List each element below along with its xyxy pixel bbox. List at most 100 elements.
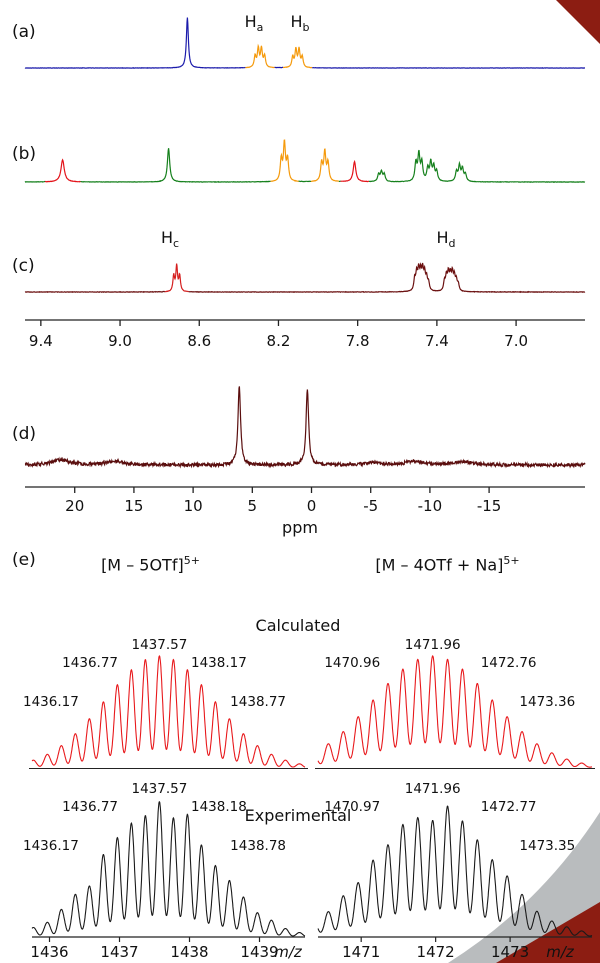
mass-spectrum-trace	[31, 801, 306, 937]
spectrum-trace	[270, 139, 299, 182]
ms-peak-label: 1471.96	[405, 637, 461, 653]
axis-tick-label: -10	[418, 497, 443, 515]
axis-tick-label: 0	[307, 497, 317, 515]
proton-label-hc-base: H	[160, 228, 173, 247]
ms-title-right-text: [M – 4OTf + Na]	[375, 555, 504, 575]
mz-axis-title: m/z	[274, 943, 303, 961]
ms-peak-label: 1437.57	[131, 637, 187, 653]
nmr-axis-d: 20 15 10 5 0 -5 -10 -15 ppm	[25, 486, 585, 537]
panel-label-a: (a)	[12, 22, 36, 42]
ms-peak-label: 1436.77	[62, 655, 118, 671]
ms-calculated-left: 1437.57 1436.77 1438.17 1436.17 1438.77	[23, 637, 308, 769]
panel-label-b: (b)	[12, 144, 37, 164]
ms-peak-label: 1472.76	[481, 655, 537, 671]
nmr-spectrum-a	[24, 17, 585, 69]
ms-peak-label: 1473.35	[519, 838, 575, 854]
ms-axis-tick-label: 1438	[170, 943, 208, 961]
panel-label-c: (c)	[12, 256, 35, 276]
nmr-spectrum-d	[24, 386, 586, 469]
ms-title-right-charge: 5+	[503, 554, 520, 567]
experimental-label: Experimental	[244, 806, 352, 825]
panel-label-e: (e)	[12, 550, 36, 570]
ms-peak-label: 1438.17	[191, 655, 247, 671]
axis-tick-label: 9.4	[29, 332, 53, 350]
panel-label-d: (d)	[12, 424, 37, 444]
ms-peak-label: 1473.36	[519, 694, 575, 710]
spectrum-trace	[80, 148, 271, 183]
spectrum-trace	[298, 180, 312, 183]
nmr-spectrum-c	[24, 262, 586, 294]
ms-title-left: [M – 5OTf]5+	[58, 554, 243, 574]
axis-tick-label: 5	[248, 497, 258, 515]
ms-title-right: [M – 4OTf + Na]5+	[345, 554, 550, 574]
spectrum-trace	[164, 263, 189, 293]
axis-tick-label: 20	[65, 497, 84, 515]
nmr-spectrum-b	[24, 139, 586, 183]
axis-tick-label: 15	[124, 497, 143, 515]
ms-peak-label: 1438.18	[191, 799, 247, 815]
proton-label-hd: Hd	[426, 228, 466, 250]
axis-tick-label: 8.2	[267, 332, 291, 350]
axis-tick-label: 9.0	[108, 332, 132, 350]
ms-experimental-right: 1471.96 1470.97 1472.77 1473.35	[317, 781, 593, 937]
ms-peak-label: 1436.17	[23, 838, 79, 854]
ms-peak-label: 1436.17	[23, 694, 79, 710]
ms-peak-label: 1438.77	[230, 694, 286, 710]
ms-axis-tick-label: 1437	[100, 943, 138, 961]
spectrum-trace	[188, 262, 586, 294]
proton-label-hb-sub: b	[302, 21, 310, 35]
proton-label-hd-base: H	[436, 228, 449, 247]
proton-label-hb: Hb	[280, 12, 320, 34]
spectrum-trace	[24, 290, 166, 294]
axis-tick-label: 7.4	[425, 332, 449, 350]
ms-axis-tick-label: 1439	[240, 943, 278, 961]
nmr-axis-abc: 9.4 9.0 8.6 8.2 7.8 7.4 7.0	[25, 319, 585, 350]
axis-tick-label: 10	[184, 497, 203, 515]
spectrum-trace	[312, 66, 585, 69]
ms-calculated-right: 1471.96 1470.96 1472.76 1473.36	[315, 637, 595, 769]
mass-spectrum-trace	[317, 655, 593, 768]
proton-label-hc: Hc	[150, 228, 190, 250]
ms-peak-label: 1470.96	[324, 655, 380, 671]
proton-label-hc-sub: c	[172, 237, 180, 251]
spectrum-trace	[282, 46, 313, 69]
ms-title-left-text: [M – 5OTf]	[101, 555, 184, 575]
spectrum-trace	[24, 17, 246, 69]
ms-axis-tick-label: 1436	[30, 943, 68, 961]
ms-axis-right: 1471 1472 1473 m/z	[318, 936, 592, 961]
axis-tick-label: -5	[363, 497, 378, 515]
ms-axis-tick-label: 1471	[342, 943, 380, 961]
ms-peak-label: 1472.77	[481, 799, 537, 815]
ms-axis-tick-label: 1472	[417, 943, 455, 961]
spectrum-trace	[310, 148, 339, 183]
ms-experimental-left: 1437.57 1436.77 1438.18 1436.17 1438.78	[23, 781, 306, 937]
spectrum-trace	[24, 180, 45, 183]
ms-peak-label: 1438.78	[230, 838, 286, 854]
ms-peak-label: 1436.77	[62, 799, 118, 815]
ms-peak-label: 1437.57	[131, 781, 187, 797]
proton-label-hd-sub: d	[448, 237, 456, 251]
ms-peak-label: 1470.97	[324, 799, 380, 815]
spectrum-trace	[45, 158, 81, 183]
spectrum-trace	[368, 149, 586, 183]
axis-title: ppm	[282, 518, 318, 537]
proton-label-hb-base: H	[290, 12, 303, 31]
mz-axis-title: m/z	[546, 943, 575, 961]
axis-tick-label: 7.8	[346, 332, 370, 350]
ms-peak-label: 1471.96	[405, 781, 461, 797]
spectrum-trace	[340, 159, 369, 183]
proton-label-ha-base: H	[244, 12, 257, 31]
proton-label-ha-sub: a	[256, 21, 264, 35]
axis-tick-label: 7.0	[504, 332, 528, 350]
axis-tick-label: 8.6	[187, 332, 211, 350]
proton-label-ha: Ha	[234, 12, 274, 34]
spectrum-trace	[24, 386, 586, 469]
mass-spectrum-trace	[317, 805, 593, 937]
spectrum-trace	[245, 43, 275, 69]
ms-axis-tick-label: 1473	[491, 943, 529, 961]
mass-spectrum-trace	[31, 655, 306, 768]
calculated-label: Calculated	[255, 616, 341, 635]
axis-tick-label: -15	[477, 497, 502, 515]
